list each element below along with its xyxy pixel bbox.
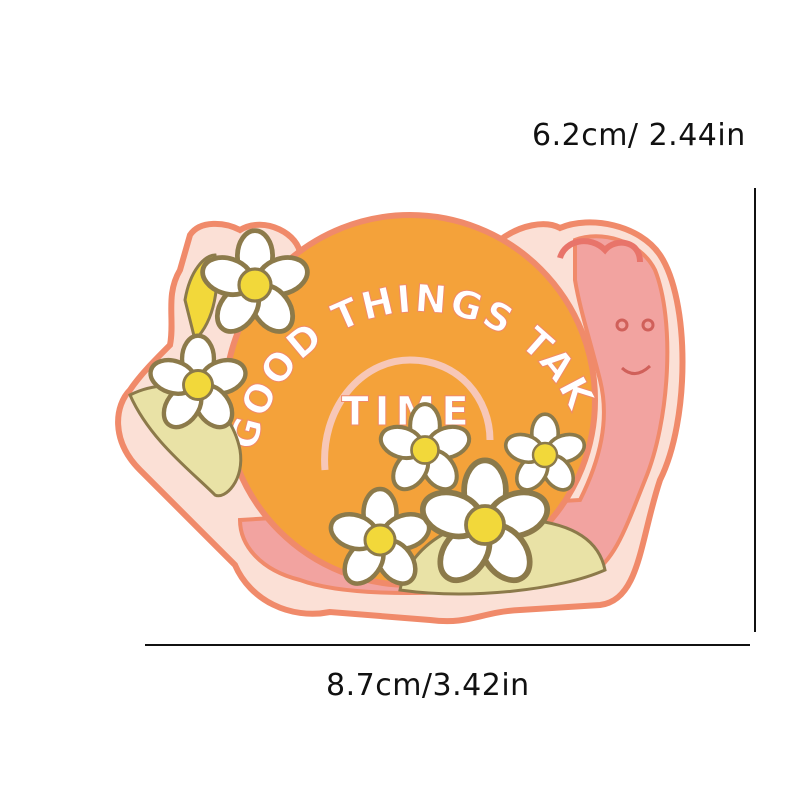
shell-inner-arc xyxy=(321,356,494,471)
height-dimension-label: 6.2cm/ 2.44in xyxy=(532,118,746,153)
snail-antennae xyxy=(557,238,643,263)
snail-face xyxy=(615,318,655,375)
width-dimension-label: 8.7cm/3.42in xyxy=(326,668,530,703)
